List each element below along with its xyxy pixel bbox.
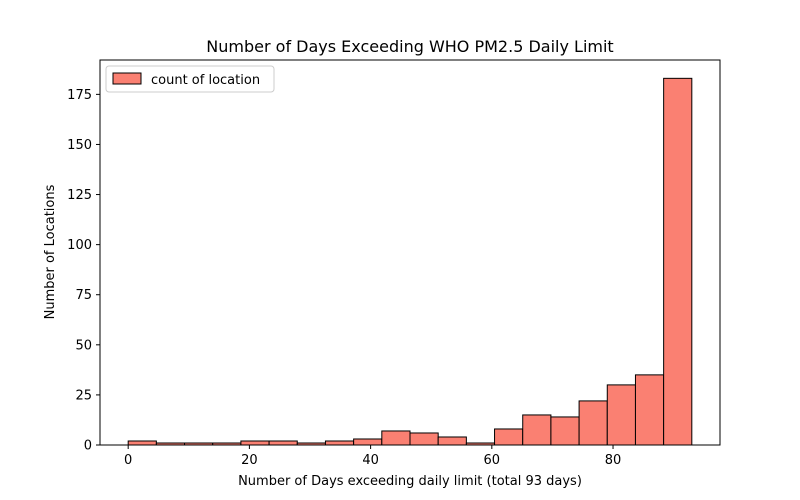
x-tick-label: 20: [241, 453, 258, 468]
histogram-bar-18: [635, 375, 663, 445]
y-tick-label: 175: [67, 88, 92, 103]
y-tick-label: 25: [75, 388, 92, 403]
legend-swatch: [113, 73, 141, 84]
histogram-bar-0: [128, 441, 156, 445]
y-axis-label: Number of Locations: [43, 184, 58, 319]
y-tick-label: 50: [75, 338, 92, 353]
histogram-bar-5: [269, 441, 297, 445]
ticks-group: 0 20 40 60 80 0 25 50 75 100 125 150 175: [67, 88, 621, 468]
x-tick-label: 0: [124, 453, 132, 468]
histogram-bar-4: [241, 441, 269, 445]
y-tick-label: 100: [67, 238, 92, 253]
histogram-bar-11: [438, 437, 466, 445]
chart-title: Number of Days Exceeding WHO PM2.5 Daily…: [206, 37, 613, 56]
histogram-bar-17: [607, 385, 635, 445]
y-tick-label: 0: [84, 439, 92, 454]
histogram-bar-16: [579, 401, 607, 445]
histogram-bar-7: [325, 441, 353, 445]
bars-group: [128, 78, 692, 445]
x-tick-label: 60: [484, 453, 501, 468]
y-tick-label: 125: [67, 188, 92, 203]
histogram-bar-19: [664, 78, 692, 445]
histogram-bar-15: [551, 417, 579, 445]
histogram-bar-8: [354, 439, 382, 445]
histogram-bar-14: [523, 415, 551, 445]
x-axis-label: Number of Days exceeding daily limit (to…: [238, 474, 582, 489]
y-tick-label: 75: [75, 288, 92, 303]
histogram-bar-10: [410, 433, 438, 445]
y-tick-label: 150: [67, 138, 92, 153]
histogram-bar-13: [495, 429, 523, 445]
x-tick-label: 80: [605, 453, 622, 468]
legend-label: count of location: [151, 73, 260, 88]
legend: count of location: [106, 66, 274, 92]
x-tick-label: 40: [362, 453, 379, 468]
histogram-bar-9: [382, 431, 410, 445]
